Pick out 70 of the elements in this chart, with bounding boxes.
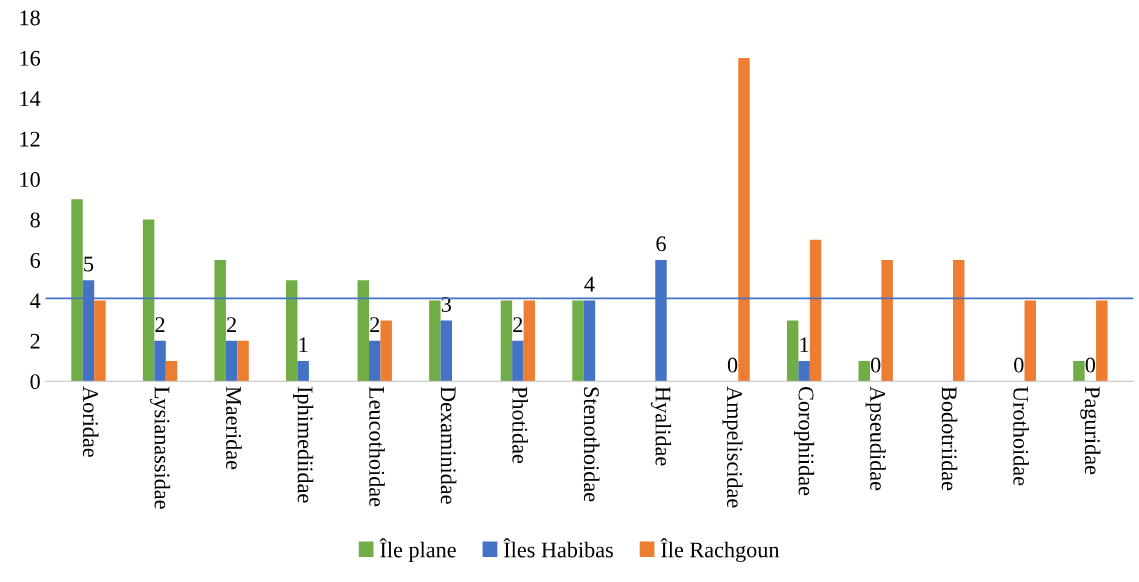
data-label: 6: [656, 236, 666, 252]
bar: [523, 300, 536, 382]
legend-label: Île plane: [379, 538, 456, 562]
bar: [952, 259, 965, 382]
y-tick-label: 12: [20, 131, 40, 147]
bar: [225, 340, 238, 382]
x-tick-label: Maeridae: [226, 386, 242, 470]
bar: [154, 340, 166, 382]
data-label: 0: [870, 357, 881, 373]
x-tick-label: Aoridae: [82, 386, 99, 457]
bar: [142, 219, 155, 382]
y-tick-label: 10: [20, 172, 40, 188]
legend-label: Île Rachgoun: [660, 538, 780, 562]
bar: [429, 300, 441, 382]
bar: [94, 300, 106, 382]
data-label: 1: [800, 337, 809, 353]
x-tick-label: Ampeliscidae: [722, 386, 743, 508]
bar: [440, 320, 453, 382]
bar: [512, 340, 524, 382]
bar: [572, 300, 584, 382]
bar: [798, 361, 810, 382]
bar: [858, 361, 870, 382]
data-label: 2: [227, 317, 236, 332]
bar: [738, 57, 750, 382]
bar: [214, 259, 226, 382]
bar: [786, 320, 799, 382]
bar: [369, 340, 381, 382]
y-tick-label: 6: [30, 252, 41, 268]
data-label: 1: [299, 337, 308, 353]
y-tick-label: 8: [30, 212, 40, 228]
bar: [286, 280, 298, 382]
x-tick-label: Lysianassidae: [149, 386, 171, 509]
bar: [71, 199, 83, 382]
x-tick-label: Paguridae: [1080, 386, 1101, 475]
x-tick-label: Dexaminidae: [440, 386, 457, 504]
data-label: 0: [1085, 357, 1096, 373]
data-label: 2: [155, 317, 165, 332]
bar: [1073, 361, 1085, 382]
bar: [380, 320, 392, 382]
y-tick-label: 16: [20, 50, 41, 66]
y-tick-label: 4: [30, 293, 41, 309]
x-tick-label: Leucothoidae: [369, 386, 385, 507]
bar: [297, 361, 309, 382]
data-label: 2: [513, 317, 523, 332]
bar: [809, 239, 822, 382]
x-tick-label: Apseudidae: [865, 386, 886, 491]
y-tick-label: 2: [30, 333, 40, 349]
bar: [165, 361, 178, 382]
data-label: 4: [584, 276, 595, 292]
bar: [1024, 300, 1036, 382]
x-tick-label: Bodotriidae: [941, 386, 958, 491]
data-label: 2: [370, 317, 380, 332]
x-tick-label: Hyalidae: [650, 386, 672, 466]
y-tick-label: 14: [20, 91, 41, 106]
x-tick-label: Urothoidae: [1013, 386, 1029, 486]
bar: [1096, 300, 1108, 382]
bar: [500, 300, 513, 382]
y-tick-label: 0: [30, 374, 40, 390]
data-label: 5: [84, 256, 94, 272]
data-label: 0: [1014, 357, 1024, 373]
data-label: 0: [727, 357, 738, 373]
y-tick-label: 18: [20, 10, 40, 26]
x-tick-label: Corophiidae: [794, 386, 815, 496]
bar: [881, 259, 893, 382]
bar: [357, 280, 370, 382]
x-tick-label: Iphimediidae: [293, 386, 314, 503]
x-tick-label: Stenothoidae: [583, 387, 600, 502]
legend-label: Îles Habibas: [503, 538, 613, 558]
bar: [237, 340, 249, 382]
x-tick-label: Photidae: [512, 386, 528, 464]
